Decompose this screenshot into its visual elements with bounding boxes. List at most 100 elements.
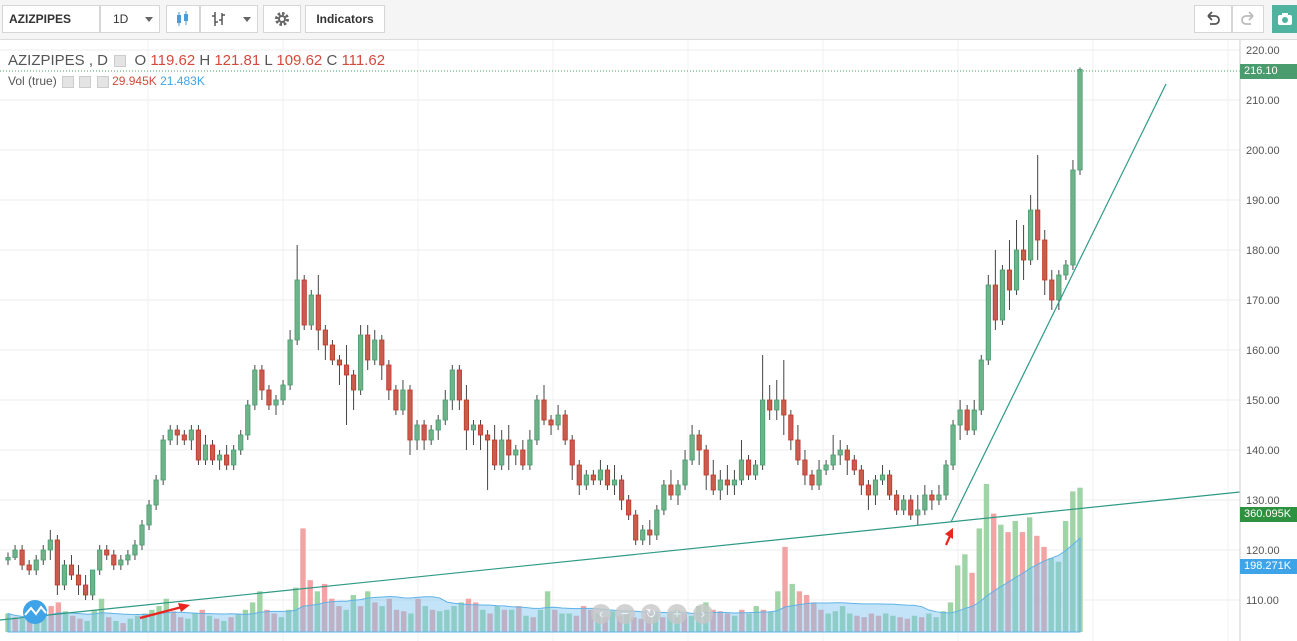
- candle[interactable]: [61, 560, 68, 590]
- candle[interactable]: [456, 365, 462, 410]
- candle[interactable]: [992, 250, 998, 330]
- zoom-in-icon[interactable]: +: [667, 604, 687, 624]
- candle[interactable]: [506, 425, 512, 470]
- candle[interactable]: [689, 425, 695, 465]
- interval-select[interactable]: 1D: [100, 5, 160, 33]
- candle[interactable]: [760, 355, 766, 470]
- candle[interactable]: [604, 465, 611, 490]
- scroll-right-icon[interactable]: ›: [693, 604, 713, 624]
- candle[interactable]: [809, 470, 815, 490]
- candle[interactable]: [978, 355, 984, 415]
- candle[interactable]: [752, 460, 759, 480]
- candle[interactable]: [590, 470, 596, 485]
- candle[interactable]: [901, 495, 907, 515]
- candle[interactable]: [26, 560, 32, 575]
- candle[interactable]: [245, 400, 251, 440]
- candle[interactable]: [280, 380, 286, 405]
- candle[interactable]: [167, 425, 173, 445]
- candle[interactable]: [964, 405, 970, 435]
- candle[interactable]: [520, 440, 526, 470]
- scroll-left-icon[interactable]: ‹: [591, 604, 611, 624]
- candle[interactable]: [146, 500, 152, 530]
- candle[interactable]: [484, 430, 491, 490]
- candle[interactable]: [104, 545, 110, 560]
- candle[interactable]: [492, 425, 498, 470]
- candle[interactable]: [999, 265, 1006, 325]
- candle[interactable]: [428, 425, 434, 445]
- candle[interactable]: [442, 390, 448, 425]
- price-chart[interactable]: 220.00 210.00 200.00 190.00 180.00 170.00 160.…: [0, 40, 1297, 641]
- candle[interactable]: [886, 470, 893, 500]
- candle[interactable]: [527, 430, 533, 470]
- trendline-upper[interactable]: [950, 83, 1167, 523]
- candle[interactable]: [216, 450, 223, 470]
- candle[interactable]: [118, 555, 124, 570]
- candle[interactable]: [5, 552, 11, 566]
- candle[interactable]: [626, 495, 632, 520]
- candle[interactable]: [125, 550, 131, 565]
- candle[interactable]: [929, 490, 935, 510]
- candle[interactable]: [788, 410, 794, 450]
- candle[interactable]: [640, 525, 646, 545]
- candle[interactable]: [1035, 155, 1041, 260]
- candle[interactable]: [407, 385, 413, 455]
- candle[interactable]: [82, 575, 89, 600]
- candle[interactable]: [611, 465, 618, 495]
- candle[interactable]: [379, 335, 385, 380]
- candle[interactable]: [1056, 270, 1062, 310]
- candle[interactable]: [160, 435, 166, 485]
- candle[interactable]: [569, 435, 575, 480]
- candle[interactable]: [1063, 260, 1069, 280]
- candle[interactable]: [745, 455, 752, 480]
- candle[interactable]: [75, 565, 82, 595]
- candle[interactable]: [273, 395, 279, 415]
- candle[interactable]: [562, 410, 568, 445]
- candle[interactable]: [633, 510, 639, 545]
- candle[interactable]: [421, 420, 427, 450]
- settings-button[interactable]: [263, 5, 301, 33]
- candle[interactable]: [858, 465, 864, 495]
- candle[interactable]: [195, 425, 202, 465]
- candle[interactable]: [477, 420, 484, 450]
- chart-type-select[interactable]: [200, 5, 258, 33]
- candle[interactable]: [266, 385, 272, 410]
- candle[interactable]: [224, 445, 230, 470]
- candle[interactable]: [830, 435, 836, 470]
- candle[interactable]: [19, 545, 25, 570]
- candle[interactable]: [767, 385, 773, 420]
- candle[interactable]: [555, 405, 561, 430]
- candle[interactable]: [153, 475, 159, 510]
- candle[interactable]: [915, 495, 921, 525]
- candle[interactable]: [703, 445, 709, 490]
- candle[interactable]: [894, 490, 900, 515]
- candle[interactable]: [68, 555, 75, 580]
- candle[interactable]: [696, 430, 702, 465]
- candle[interactable]: [717, 470, 723, 500]
- settings-small-icon[interactable]: [79, 75, 92, 88]
- candle[interactable]: [851, 455, 857, 475]
- eye-icon[interactable]: [62, 75, 75, 88]
- candle[interactable]: [661, 480, 667, 515]
- candle[interactable]: [802, 450, 808, 485]
- zoom-out-icon[interactable]: −: [615, 604, 635, 624]
- candle[interactable]: [40, 545, 46, 565]
- candle[interactable]: [597, 460, 604, 485]
- price-axis[interactable]: [1240, 40, 1297, 641]
- candle[interactable]: [534, 395, 540, 445]
- arrow-annotation-2[interactable]: [944, 528, 953, 546]
- candle[interactable]: [774, 380, 780, 420]
- candle[interactable]: [618, 475, 625, 510]
- candle[interactable]: [33, 555, 39, 575]
- candle[interactable]: [1042, 230, 1048, 295]
- candle[interactable]: [710, 460, 716, 495]
- candle[interactable]: [188, 425, 194, 450]
- candle[interactable]: [668, 470, 674, 500]
- candle[interactable]: [449, 365, 455, 410]
- redo-button[interactable]: [1232, 5, 1264, 33]
- candle[interactable]: [837, 440, 843, 465]
- candle[interactable]: [823, 460, 829, 475]
- candle[interactable]: [174, 425, 180, 445]
- candle[interactable]: [181, 430, 187, 445]
- candle[interactable]: [816, 460, 822, 490]
- candle[interactable]: [1020, 225, 1027, 280]
